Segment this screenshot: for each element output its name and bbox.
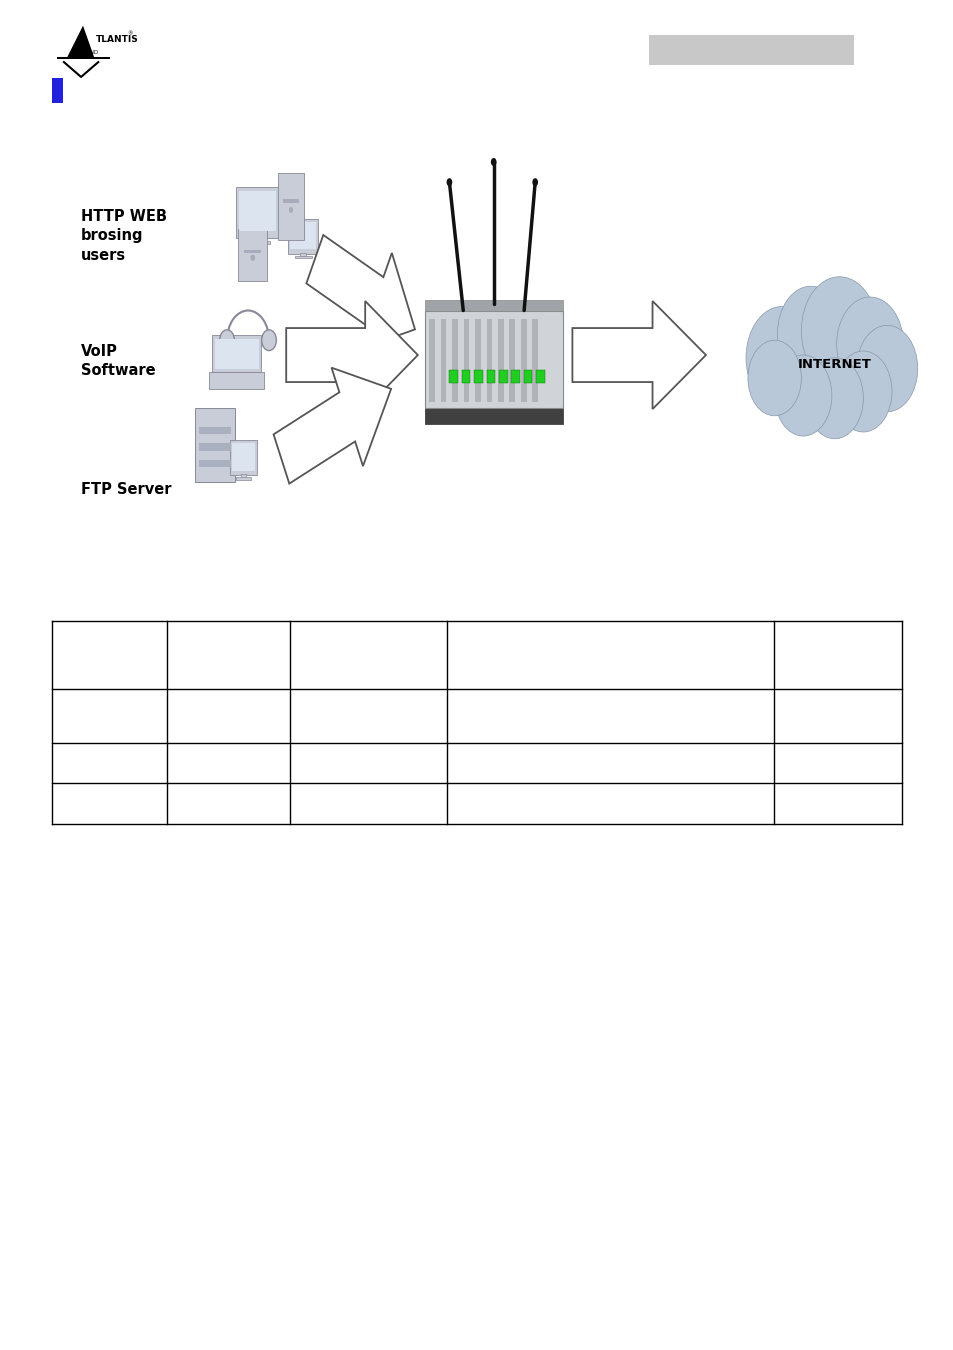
Circle shape bbox=[261, 329, 276, 351]
Bar bbox=[294, 256, 312, 258]
Polygon shape bbox=[67, 26, 83, 58]
Bar bbox=[536, 370, 544, 383]
Bar bbox=[244, 250, 261, 252]
Polygon shape bbox=[274, 367, 391, 483]
Text: INTERNET: INTERNET bbox=[797, 358, 871, 371]
Circle shape bbox=[774, 355, 831, 436]
Circle shape bbox=[801, 277, 877, 385]
Bar bbox=[648, 35, 853, 65]
Bar bbox=[498, 370, 507, 383]
Bar bbox=[253, 236, 261, 242]
Circle shape bbox=[289, 207, 293, 213]
Circle shape bbox=[777, 286, 843, 381]
Circle shape bbox=[745, 306, 818, 409]
Bar bbox=[290, 221, 316, 250]
Bar bbox=[300, 252, 306, 256]
Circle shape bbox=[216, 362, 221, 369]
Circle shape bbox=[805, 358, 862, 439]
Bar bbox=[486, 319, 492, 402]
Bar bbox=[509, 319, 515, 402]
Circle shape bbox=[747, 340, 801, 416]
Bar bbox=[440, 319, 446, 402]
Circle shape bbox=[219, 329, 234, 351]
Bar bbox=[429, 319, 435, 402]
Circle shape bbox=[836, 297, 902, 392]
Bar bbox=[209, 371, 264, 389]
Bar bbox=[214, 339, 258, 369]
Bar bbox=[474, 370, 482, 383]
Bar bbox=[212, 335, 261, 371]
Circle shape bbox=[834, 351, 891, 432]
Bar bbox=[57, 57, 110, 59]
Bar bbox=[198, 459, 231, 467]
Bar bbox=[236, 188, 279, 238]
Bar bbox=[452, 319, 457, 402]
Bar bbox=[232, 443, 254, 471]
Bar bbox=[486, 370, 495, 383]
Bar bbox=[238, 230, 267, 281]
Text: FTP Server: FTP Server bbox=[81, 482, 172, 497]
Circle shape bbox=[856, 325, 917, 412]
Bar bbox=[511, 370, 519, 383]
Bar bbox=[239, 192, 275, 231]
Bar bbox=[198, 443, 231, 451]
Bar bbox=[424, 310, 562, 408]
Bar bbox=[245, 242, 270, 244]
Bar bbox=[240, 474, 246, 478]
Polygon shape bbox=[286, 301, 417, 409]
Circle shape bbox=[251, 254, 254, 261]
Bar bbox=[497, 319, 503, 402]
Circle shape bbox=[490, 158, 496, 166]
Bar bbox=[283, 200, 298, 204]
Bar bbox=[424, 405, 562, 424]
Bar bbox=[198, 427, 231, 435]
Bar bbox=[235, 478, 251, 479]
Bar bbox=[52, 78, 63, 103]
Bar bbox=[523, 370, 532, 383]
Bar bbox=[277, 173, 304, 240]
Polygon shape bbox=[306, 235, 415, 350]
Bar bbox=[230, 440, 256, 475]
Bar bbox=[449, 370, 457, 383]
Text: ®: ® bbox=[127, 31, 132, 36]
Bar bbox=[194, 408, 234, 482]
Bar bbox=[288, 219, 318, 254]
Bar bbox=[532, 319, 537, 402]
Polygon shape bbox=[83, 26, 94, 58]
Bar bbox=[520, 319, 526, 402]
Bar bbox=[461, 370, 470, 383]
Text: TLANTIS: TLANTIS bbox=[96, 35, 139, 43]
Circle shape bbox=[446, 178, 452, 186]
Text: VoIP
Software: VoIP Software bbox=[81, 344, 155, 378]
Text: LAND: LAND bbox=[84, 50, 99, 55]
Bar bbox=[475, 319, 480, 402]
Circle shape bbox=[532, 178, 537, 186]
Bar bbox=[424, 300, 562, 310]
Text: HTTP WEB
brosing
users: HTTP WEB brosing users bbox=[81, 209, 167, 263]
Bar bbox=[463, 319, 469, 402]
Polygon shape bbox=[572, 301, 705, 409]
